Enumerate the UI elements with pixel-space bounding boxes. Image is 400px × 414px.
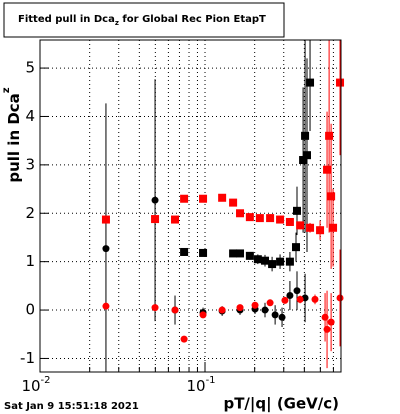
marker xyxy=(302,151,311,160)
marker xyxy=(236,304,244,312)
marker xyxy=(245,213,254,222)
y-tick-label: 0 xyxy=(25,301,35,319)
marker xyxy=(336,78,345,87)
marker xyxy=(199,194,208,203)
marker xyxy=(323,165,332,174)
marker xyxy=(245,251,254,260)
marker xyxy=(329,223,338,232)
marker xyxy=(327,192,336,201)
marker xyxy=(316,226,325,235)
marker xyxy=(180,335,188,343)
y-tick-label: 3 xyxy=(25,155,35,173)
y-tick-label: -1 xyxy=(20,349,35,367)
marker xyxy=(261,306,269,314)
marker xyxy=(325,131,334,140)
marker xyxy=(271,311,279,319)
marker xyxy=(102,302,110,310)
timestamp: Sat Jan 9 15:51:18 2021 xyxy=(4,401,139,412)
marker xyxy=(151,304,159,312)
marker xyxy=(306,78,315,87)
plot-border xyxy=(39,39,342,373)
y-tick-label: 4 xyxy=(25,107,35,125)
marker xyxy=(293,287,301,295)
title-box xyxy=(3,2,285,38)
marker xyxy=(251,301,259,309)
marker xyxy=(311,295,319,303)
marker xyxy=(296,295,304,303)
marker xyxy=(171,215,180,224)
marker xyxy=(278,313,286,321)
marker xyxy=(285,257,294,266)
marker xyxy=(296,221,305,230)
marker xyxy=(292,243,301,252)
marker xyxy=(199,248,208,257)
marker xyxy=(268,260,277,269)
marker xyxy=(299,156,308,165)
marker xyxy=(281,296,289,304)
marker xyxy=(306,223,315,232)
marker xyxy=(255,214,264,223)
marker xyxy=(180,194,189,203)
y-axis-label: pull in Dcaz xyxy=(1,87,23,182)
marker xyxy=(293,206,302,215)
marker xyxy=(253,255,262,264)
marker xyxy=(180,247,189,256)
marker xyxy=(229,198,238,207)
x-tick-base: 10 xyxy=(21,377,40,395)
marker xyxy=(171,306,179,314)
marker xyxy=(229,249,238,258)
marker xyxy=(151,196,159,204)
x-tick-exponent: -1 xyxy=(206,375,216,386)
marker xyxy=(276,257,285,266)
chart-title: Fitted pull in Dcaz for Global Rec Pion … xyxy=(18,14,266,27)
marker xyxy=(218,193,227,202)
marker xyxy=(102,245,110,253)
marker xyxy=(285,217,294,226)
plot-frame xyxy=(40,40,341,372)
x-tick-exponent: -2 xyxy=(41,375,51,386)
marker xyxy=(151,215,160,224)
y-tick-label: 5 xyxy=(25,59,35,77)
marker xyxy=(276,215,285,224)
marker xyxy=(286,292,294,300)
marker xyxy=(261,256,270,265)
marker xyxy=(236,249,245,258)
y-tick-label: 2 xyxy=(25,204,35,222)
x-tick-label: 10-2 xyxy=(21,375,50,395)
x-axis-label: pT/|q| (GeV/c) xyxy=(223,395,339,414)
marker xyxy=(301,131,310,140)
marker xyxy=(101,215,110,224)
marker xyxy=(236,209,245,218)
marker xyxy=(199,311,207,319)
marker xyxy=(336,294,344,302)
x-tick-label: 10-1 xyxy=(186,375,215,395)
marker xyxy=(323,325,331,333)
marker xyxy=(266,299,274,307)
marker xyxy=(266,214,275,223)
marker xyxy=(327,318,335,326)
y-tick-label: 1 xyxy=(25,252,35,270)
marker xyxy=(218,306,226,314)
x-tick-base: 10 xyxy=(186,377,205,395)
